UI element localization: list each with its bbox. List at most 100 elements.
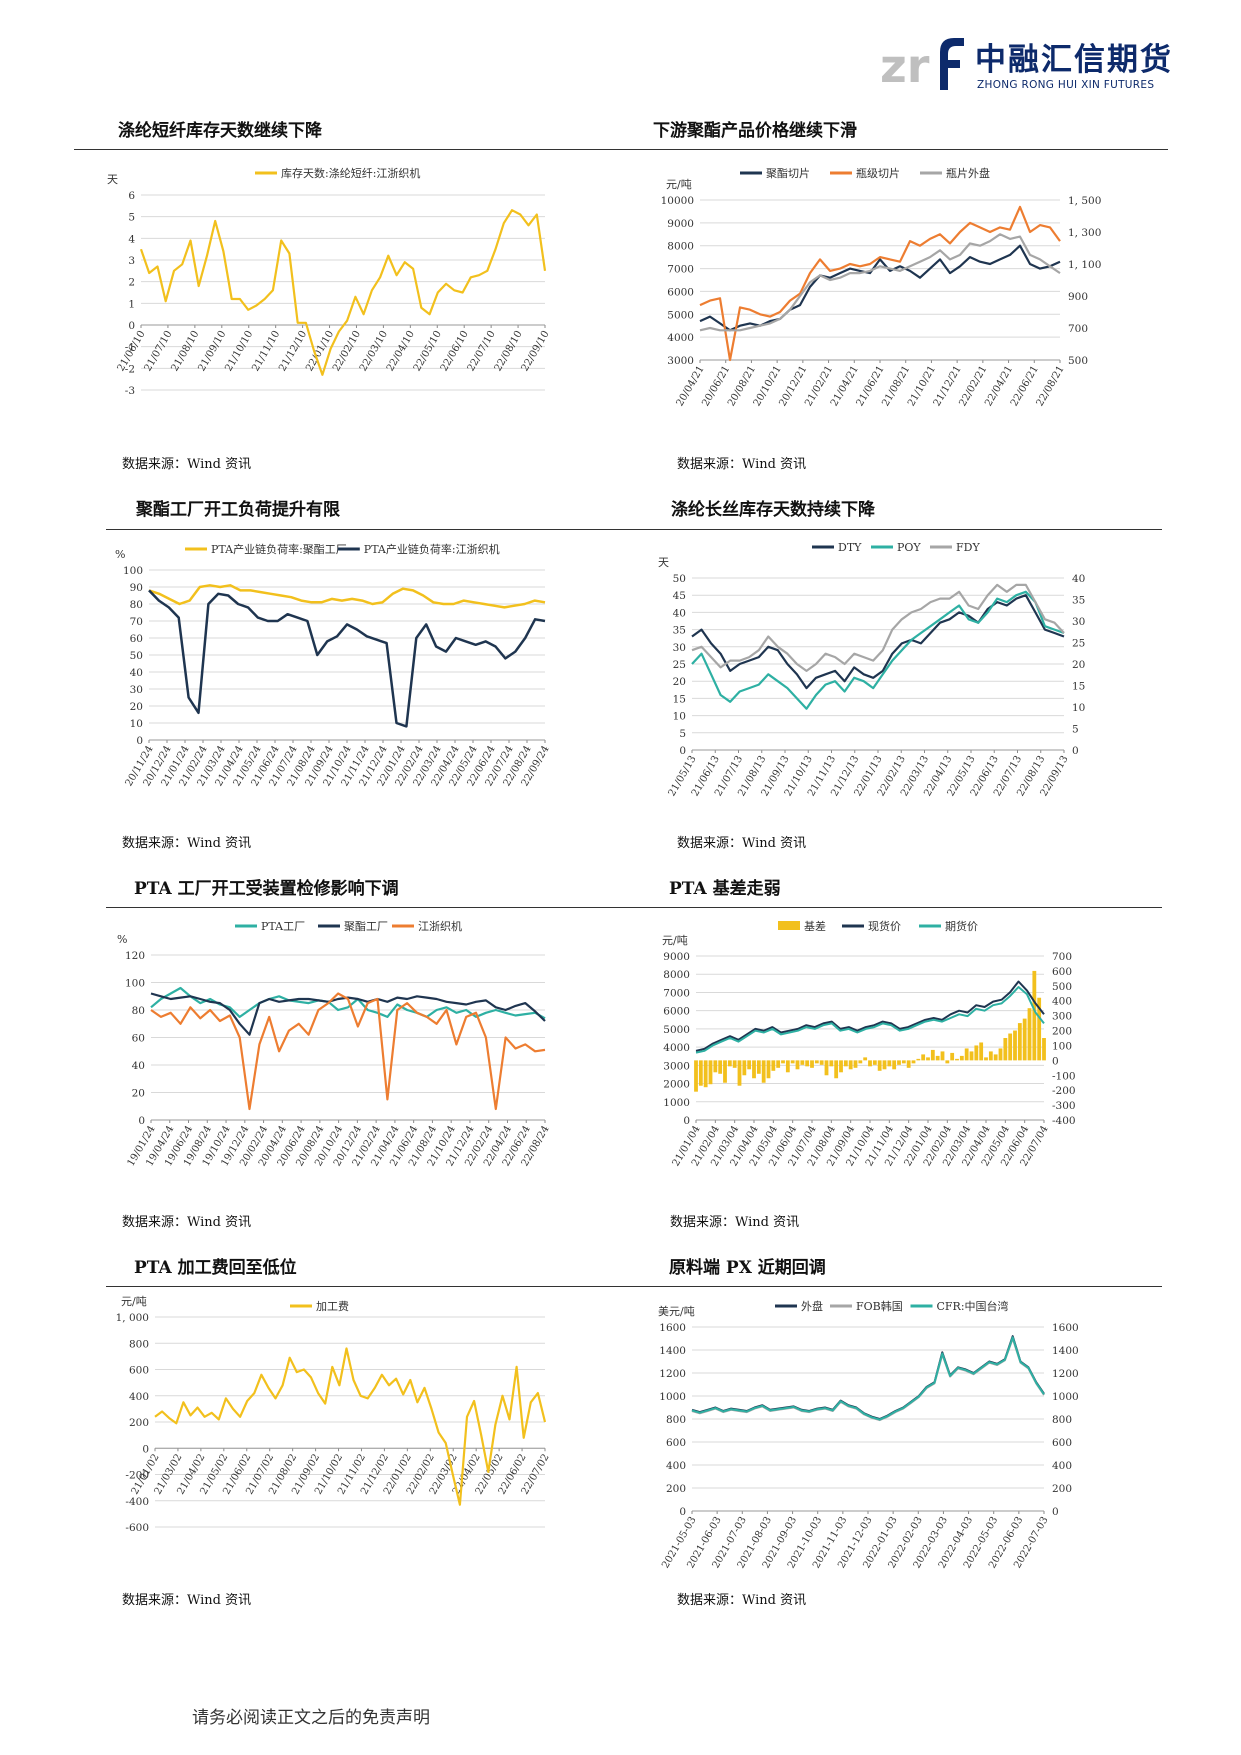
unit-label: 美元/吨 (658, 1305, 695, 1318)
y2-tick-label: 500 (1068, 355, 1088, 367)
chart-legend: PTA工厂 聚酯工厂 江浙织机 (235, 919, 462, 933)
basis-bar (698, 1060, 703, 1086)
basis-bar (926, 1057, 930, 1061)
basis-bar (882, 1060, 887, 1070)
y-tick-label: 70 (130, 616, 143, 628)
y-tick-label: 30 (673, 642, 686, 654)
legend-label: 现货价 (868, 919, 901, 933)
chart-legend: PTA产业链负荷率:聚酯工厂 PTA产业链负荷率:江浙织机 (185, 542, 500, 556)
basis-bar (858, 1060, 863, 1064)
legend-label: 聚酯工厂 (344, 920, 388, 933)
y-tick-label: 200 (129, 1417, 149, 1429)
chart-px-price: 美元/吨 0 200 400 600 800 1000 1200 1400 1600 0 200 400… (640, 1297, 1120, 1576)
y-tick-label: 45 (673, 590, 686, 602)
basis-bar (703, 1060, 708, 1088)
basis-bar (723, 1060, 727, 1083)
y2-tick-label: 10 (1072, 702, 1085, 714)
y2-tick-label: 200 (1052, 1026, 1072, 1038)
y-tick-label: 1000 (663, 1097, 690, 1109)
y-tick-label: 7000 (663, 987, 690, 999)
data-source: 数据来源：Wind 资讯 (122, 457, 252, 472)
y-tick-label: 10 (673, 711, 686, 723)
y-tick-label: 4000 (667, 332, 694, 344)
data-source: 数据来源：Wind 资讯 (122, 1593, 252, 1608)
basis-bar (718, 1060, 723, 1074)
legend-label: 外盘 (801, 1299, 823, 1313)
unit-label: 元/吨 (662, 934, 688, 947)
chart-legend: 聚酯切片 瓶级切片 瓶片外盘 (740, 166, 990, 180)
legend-swatch (778, 921, 800, 930)
basis-bar (921, 1054, 926, 1061)
basis-bar (1037, 997, 1042, 1061)
basis-bar (1017, 1023, 1022, 1061)
section-title: 涤纶短纤库存天数继续下降 (118, 121, 322, 141)
series-line (150, 986, 546, 1020)
y-tick-label: 100 (125, 978, 145, 990)
series-line (148, 584, 546, 609)
series-line (154, 1347, 547, 1506)
y-tick-label: 8000 (667, 241, 694, 253)
legend-label: 瓶级切片 (856, 166, 900, 180)
section-title: 涤纶长丝库存天数持续下降 (671, 500, 875, 520)
y-tick-label: 2000 (663, 1079, 690, 1091)
chart-polyester-load: % 0 10 20 30 40 50 60 70 80 90 100 20/11/24 20/12/24 2… (105, 540, 585, 819)
basis-bar (993, 1054, 998, 1061)
chart-filament-inventory: 天 0 5 10 15 20 25 30 35 40 45 50 0 5 10 15 20 25 30 35 40 21/… (640, 540, 1120, 819)
section-title: PTA 基差走弱 (669, 879, 781, 899)
y2-tick-label: -100 (1052, 1070, 1076, 1082)
basis-bar (839, 1060, 843, 1073)
y2-tick-label: 700 (1068, 323, 1088, 335)
y-tick-label: 6000 (663, 1006, 690, 1018)
legend-label: FDY (956, 541, 980, 554)
chart-legend: 外盘 FOB韩国 CFR:中国台湾 (775, 1299, 1009, 1313)
chart-staple-fiber-inventory: 天 -3 -2 -1 0 1 2 3 4 5 6 21/06/10 21/07/10 21/08/10 21… (105, 160, 585, 439)
legend-label: PTA工厂 (261, 920, 305, 933)
basis-bar (853, 1060, 858, 1068)
y-tick-label: 0 (128, 320, 135, 332)
series-line (691, 1336, 1045, 1421)
y-tick-label: 15 (673, 693, 686, 705)
basis-bar (785, 1060, 790, 1073)
basis-bar (824, 1060, 829, 1076)
data-source: 数据来源：Wind 资讯 (122, 836, 252, 851)
company-logo: zr 中融汇信期货 ZHONG RONG HUI XIN FUTURES (880, 30, 1180, 100)
basis-bar (906, 1060, 911, 1068)
y-tick-label: 0 (136, 735, 143, 747)
series-line (148, 589, 546, 728)
y-tick-label: 0 (679, 1506, 686, 1518)
y-tick-label: 0 (138, 1115, 145, 1127)
y2-tick-label: 40 (1072, 573, 1085, 585)
basis-bar (974, 1045, 979, 1061)
y-tick-label: 50 (673, 573, 686, 585)
basis-bar (727, 1060, 732, 1067)
basis-bar (756, 1060, 761, 1074)
unit-label: 元/吨 (121, 1295, 147, 1308)
basis-bar (800, 1060, 805, 1065)
basis-bar (868, 1060, 872, 1067)
divider (74, 149, 1168, 150)
basis-bar (732, 1060, 737, 1068)
legend-label: 期货价 (945, 919, 978, 933)
y-tick-label: 60 (130, 633, 143, 645)
basis-bar (911, 1060, 916, 1064)
section-title: PTA 加工费回至低位 (134, 1258, 297, 1278)
basis-bar (795, 1060, 800, 1070)
chart-polyester-prices: 元/吨 3000 4000 5000 6000 7000 8000 9000 10000 500 7… (640, 160, 1120, 439)
divider (106, 529, 1162, 530)
basis-bar (1027, 1008, 1032, 1061)
series-line (139, 209, 547, 376)
chart-pta-processing-fee: 元/吨 -600 -400 -200 0 200 400 600 800 1, 000 21/01/… (105, 1295, 585, 1576)
section-title: PTA 工厂开工受装置检修影响下调 (134, 879, 399, 899)
basis-bar (781, 1060, 785, 1064)
brand-name-en: ZHONG RONG HUI XIN FUTURES (977, 79, 1155, 91)
y-tick-label: 5 (128, 212, 135, 224)
y-tick-label: -600 (125, 1522, 149, 1534)
basis-bar (979, 1042, 984, 1061)
unit-label: 天 (107, 173, 118, 186)
chart-legend: 库存天数:涤纶短纤:江浙织机 (255, 166, 420, 180)
y-tick-label: 5000 (663, 1024, 690, 1036)
y-tick-label: 50 (130, 650, 143, 662)
y-tick-label: 400 (666, 1460, 686, 1472)
y-tick-label: 35 (673, 625, 686, 637)
y-tick-label: -1 (125, 342, 135, 354)
